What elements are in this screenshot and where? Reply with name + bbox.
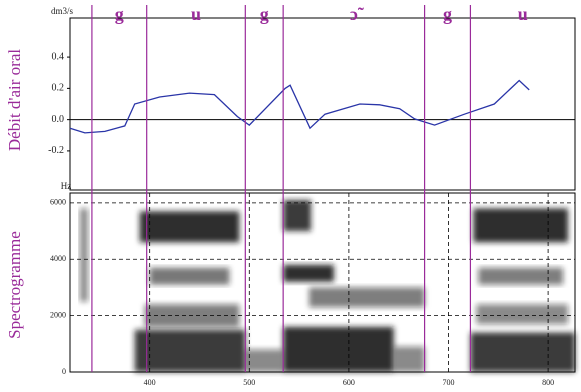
- phoneme-label: g: [443, 4, 452, 24]
- y-unit: dm3/s: [51, 6, 74, 16]
- y-tick-label: 0: [62, 367, 66, 376]
- y-unit: Hz: [61, 181, 72, 191]
- energy-band: [149, 267, 230, 285]
- y-tick-label: 0.4: [52, 51, 65, 62]
- x-tick-label: 700: [443, 378, 455, 387]
- energy-band: [245, 349, 284, 372]
- x-tick-label: 800: [542, 378, 554, 387]
- airflow-line: [69, 79, 530, 134]
- energy-band: [134, 329, 246, 372]
- phoneme-label: g: [260, 4, 269, 24]
- energy-band: [139, 211, 240, 243]
- energy-band: [79, 208, 88, 302]
- y-tick-label: 2000: [50, 310, 66, 319]
- energy-band: [393, 346, 425, 372]
- energy-band: [283, 200, 312, 232]
- energy-band: [309, 287, 425, 308]
- y-tick-label: 0.0: [52, 114, 65, 125]
- energy-band: [478, 267, 564, 285]
- energy-band: [476, 304, 569, 325]
- plot-frame: [69, 17, 576, 191]
- y-tick-label: 4000: [50, 254, 66, 263]
- y-tick-label: 6000: [50, 198, 66, 207]
- energy-band: [473, 208, 569, 243]
- phoneme-label: ɔ̃: [350, 4, 364, 24]
- phoneme-label: g: [115, 4, 124, 24]
- phoneme-label: u: [518, 4, 528, 24]
- phoneme-label: u: [191, 4, 201, 24]
- x-tick-label: 500: [243, 378, 255, 387]
- y-axis-title: Spectrogramme: [5, 231, 24, 339]
- y-tick-label: 0.2: [52, 83, 65, 94]
- x-tick-label: 600: [343, 378, 355, 387]
- energy-band: [283, 264, 334, 282]
- energy-band: [470, 332, 575, 372]
- y-axis-title: Débit d'air oral: [5, 49, 24, 151]
- energy-band: [283, 326, 394, 372]
- y-tick-label: -0.2: [48, 145, 64, 156]
- x-tick-label: 400: [144, 378, 156, 387]
